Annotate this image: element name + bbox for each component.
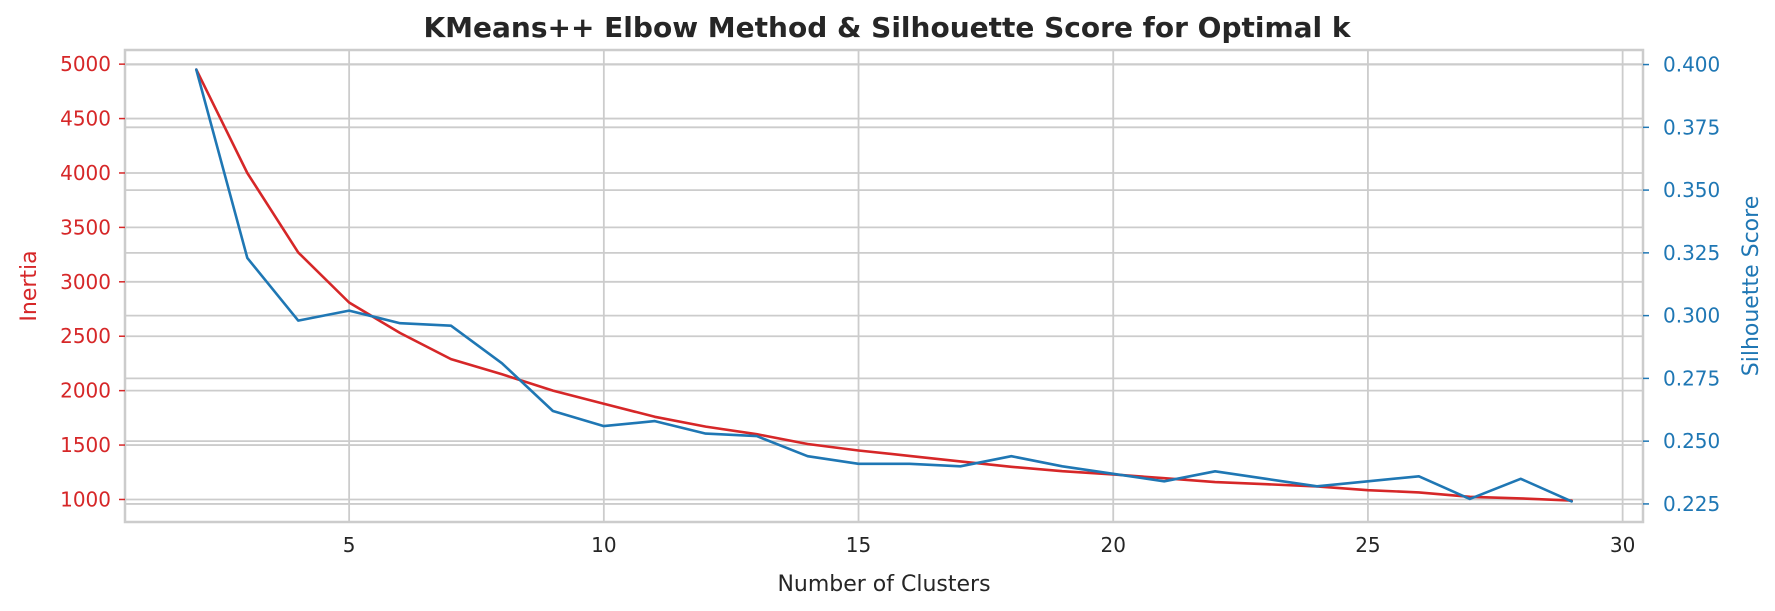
y-right-tick-label: 0.325 xyxy=(1663,241,1720,265)
x-tick-label: 25 xyxy=(1355,533,1380,557)
x-tick-label: 20 xyxy=(1101,533,1126,557)
plot-lines xyxy=(195,68,1573,503)
x-tick-label: 10 xyxy=(591,533,616,557)
y-left-tick-label: 2000 xyxy=(60,379,111,403)
x-tick-label: 5 xyxy=(343,533,356,557)
y-right-tick-label: 0.400 xyxy=(1663,53,1720,77)
y-right-tick-label: 0.300 xyxy=(1663,304,1720,328)
silhouette-line xyxy=(195,68,1573,503)
x-tick-label: 15 xyxy=(846,533,871,557)
y-axis-left-label: Inertia xyxy=(17,250,42,321)
tick-labels: 5 10 15 20 25 30 1000 1500 2000 2500 3000 3500 4000 4… xyxy=(60,52,1720,557)
plot-frame xyxy=(123,48,1645,524)
y-left-tick-label: 1000 xyxy=(60,487,111,511)
y-right-tick-label: 0.350 xyxy=(1663,178,1720,202)
y-right-tick-label: 0.225 xyxy=(1663,492,1720,516)
y-left-tick-label: 1500 xyxy=(60,433,111,457)
grid xyxy=(125,50,1643,522)
y-axis-right-label: Silhouette Score xyxy=(1739,196,1764,376)
y-right-tick-label: 0.375 xyxy=(1663,115,1720,139)
y-left-tick-label: 2500 xyxy=(60,324,111,348)
y-left-tick-label: 5000 xyxy=(60,52,111,76)
y-left-tick-label: 3500 xyxy=(60,215,111,239)
x-axis-label: Number of Clusters xyxy=(777,572,990,597)
y-left-tick-label: 4000 xyxy=(60,161,111,185)
y-right-tick-label: 0.250 xyxy=(1663,429,1720,453)
y-right-tick-label: 0.275 xyxy=(1663,366,1720,390)
x-tick-label: 30 xyxy=(1610,533,1635,557)
chart-title: KMeans++ Elbow Method & Silhouette Score… xyxy=(423,11,1351,44)
y-left-tick-label: 3000 xyxy=(60,270,111,294)
inertia-line xyxy=(195,68,1573,502)
y-left-tick-label: 4500 xyxy=(60,107,111,131)
